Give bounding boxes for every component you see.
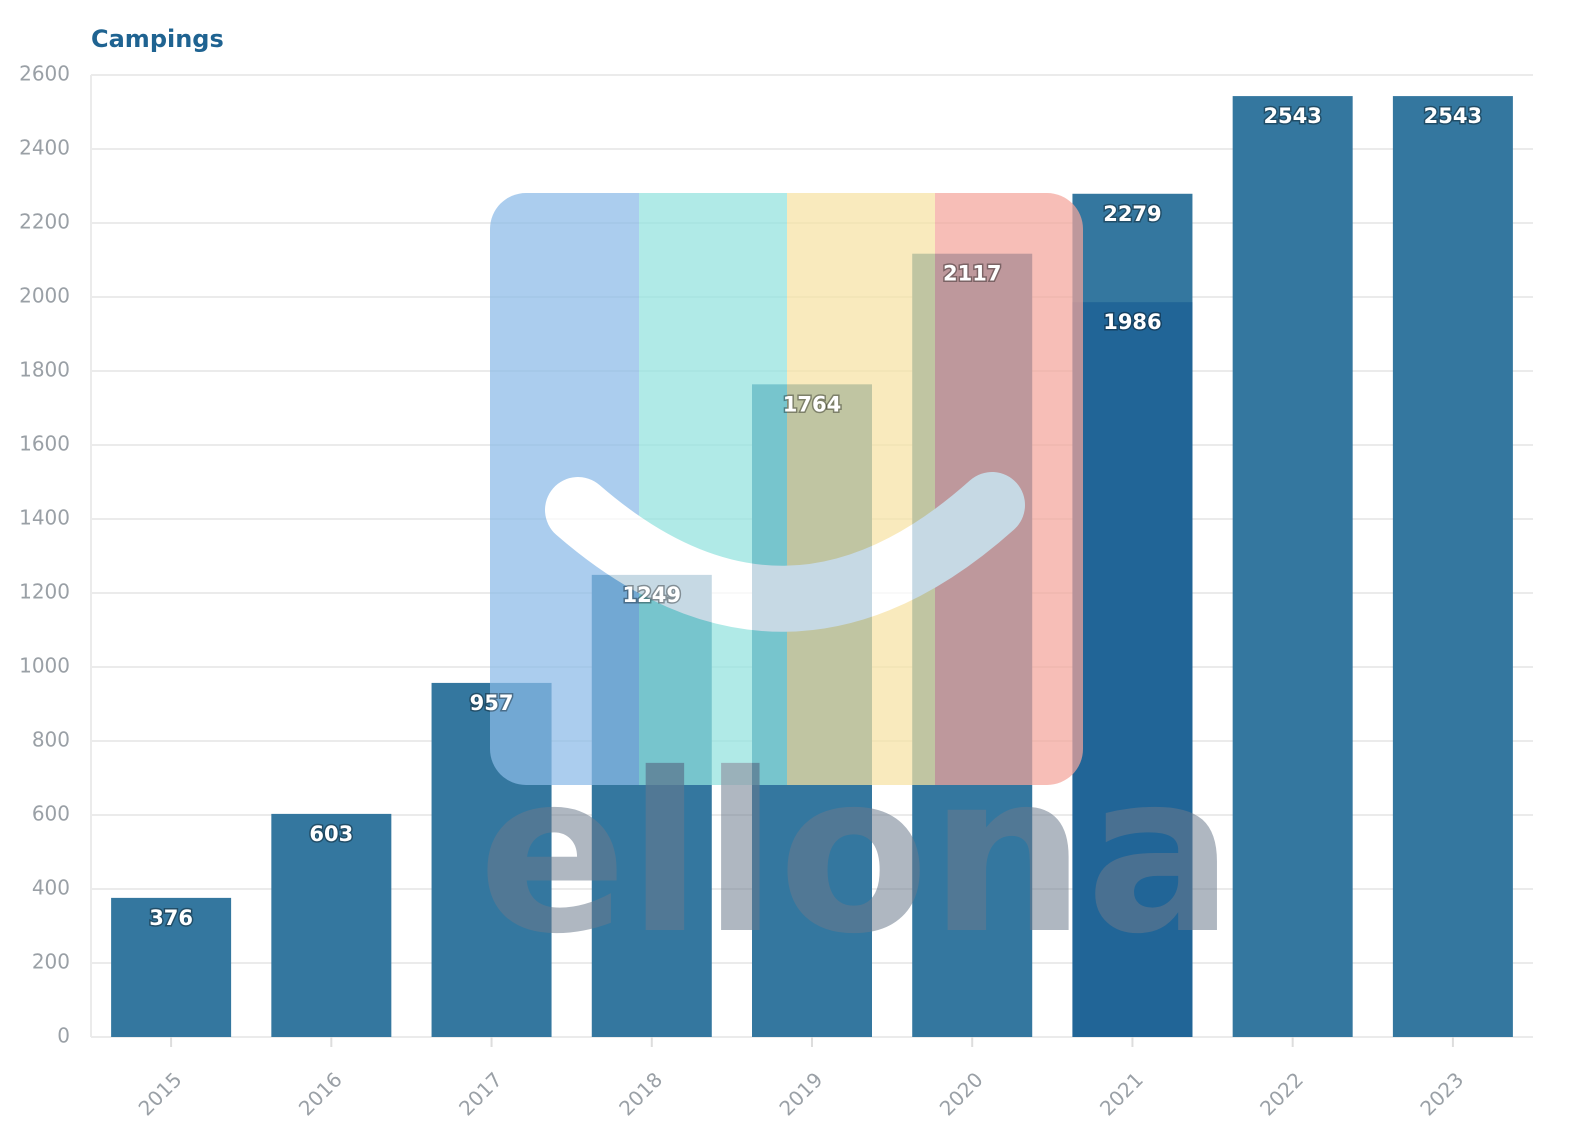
x-tick-label: 2017 bbox=[454, 1067, 507, 1120]
x-tick-label: 2018 bbox=[614, 1067, 667, 1120]
y-tick-label: 400 bbox=[32, 876, 70, 900]
logo-stripe bbox=[787, 193, 935, 785]
y-tick-label: 1800 bbox=[19, 358, 70, 382]
x-tick-label: 2021 bbox=[1095, 1067, 1148, 1120]
value-labels: 376 603 957 1249 1764 2117 2279 1986 2543 2543 bbox=[148, 103, 1484, 932]
x-tick-label: 2020 bbox=[935, 1067, 988, 1120]
logo-text: ellona bbox=[478, 726, 1234, 982]
watermark: ellona bbox=[478, 193, 1234, 982]
value-label: 1249 bbox=[623, 583, 681, 607]
x-tick-label: 2015 bbox=[134, 1067, 187, 1120]
value-label: 1986 bbox=[1103, 310, 1161, 334]
y-tick-label: 600 bbox=[32, 802, 70, 826]
logo-smile bbox=[545, 472, 1025, 632]
y-tick-label: 2400 bbox=[19, 136, 70, 160]
y-tick-label: 800 bbox=[32, 728, 70, 752]
chart-title: Campings bbox=[91, 25, 224, 53]
bar bbox=[1232, 96, 1353, 1038]
value-label: 376 bbox=[149, 906, 193, 930]
y-tick-label: 0 bbox=[57, 1024, 70, 1048]
value-label: 2117 bbox=[943, 262, 1001, 286]
y-tick-label: 2000 bbox=[19, 284, 70, 308]
y-tick-label: 1600 bbox=[19, 432, 70, 456]
y-tick-label: 1200 bbox=[19, 580, 70, 604]
x-tick-label: 2016 bbox=[294, 1067, 347, 1120]
y-tick-label: 1000 bbox=[19, 654, 70, 678]
value-label: 1764 bbox=[783, 392, 841, 416]
bar bbox=[1072, 302, 1193, 1037]
bar bbox=[1392, 96, 1513, 1038]
logo-stripe bbox=[639, 193, 787, 785]
y-tick-label: 1400 bbox=[19, 506, 70, 530]
value-label: 957 bbox=[470, 691, 514, 715]
x-tick-label: 2023 bbox=[1415, 1067, 1468, 1120]
value-label: 603 bbox=[309, 822, 353, 846]
y-tick-label: 200 bbox=[32, 950, 70, 974]
bar bbox=[271, 813, 392, 1037]
y-tick-label: 2200 bbox=[19, 210, 70, 234]
x-tick-label: 2022 bbox=[1255, 1067, 1308, 1120]
value-label: 2543 bbox=[1263, 104, 1321, 128]
y-tick-label: 2600 bbox=[19, 62, 70, 86]
bar bbox=[111, 897, 232, 1037]
value-label: 2543 bbox=[1424, 104, 1482, 128]
x-tick-label: 2019 bbox=[774, 1067, 827, 1120]
value-label: 2279 bbox=[1103, 202, 1161, 226]
